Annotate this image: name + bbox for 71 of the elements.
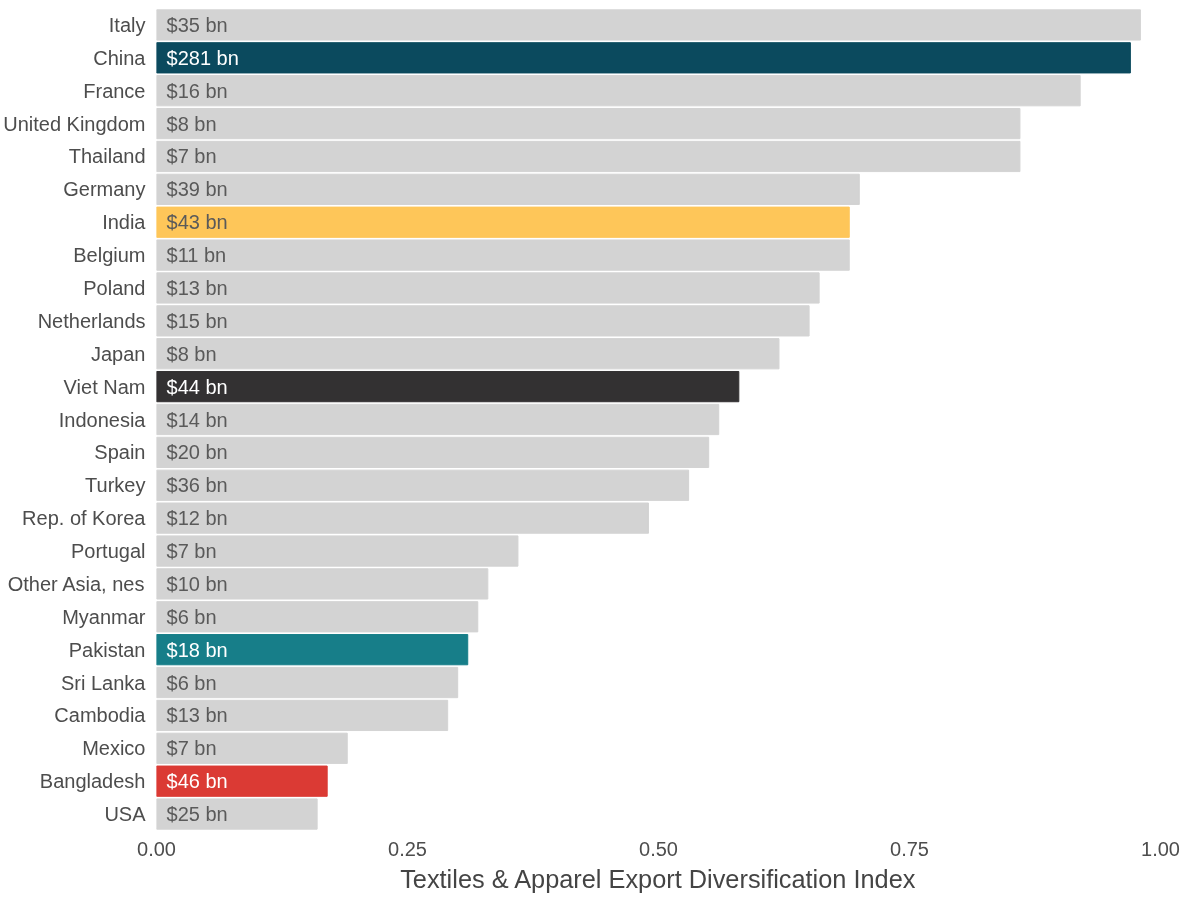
- annotation: $14 bn: [166, 408, 228, 431]
- bar: [156, 371, 740, 403]
- y-tick-label: Bangladesh: [39, 770, 146, 793]
- x-tick-label: 0.75: [890, 837, 929, 860]
- annotation: $18 bn: [166, 638, 228, 661]
- annotation: $25 bn: [166, 803, 228, 826]
- y-tick-label: Germany: [63, 178, 146, 201]
- annotation: $8 bn: [166, 112, 217, 135]
- annotation: $16 bn: [166, 79, 228, 102]
- x-tick-label: 0.00: [137, 837, 176, 860]
- bar: [156, 765, 328, 797]
- bar: [156, 403, 720, 436]
- x-axis-title: Textiles & Apparel Export Diversification Index: [400, 864, 916, 893]
- y-tick-label: Rep. of Korea: [22, 507, 147, 530]
- y-tick-label: France: [83, 79, 146, 102]
- y-tick-label: Portugal: [71, 540, 146, 563]
- y-tick-label: Poland: [83, 276, 146, 299]
- y-tick-label: China: [93, 46, 147, 69]
- annotation: $7 bn: [166, 540, 217, 563]
- y-tick-label: Japan: [91, 342, 146, 365]
- y-tick-label: Viet Nam: [63, 375, 146, 398]
- y-tick-label: Cambodia: [54, 704, 147, 727]
- bar: [156, 107, 1021, 140]
- y-tick-label: Netherlands: [37, 309, 146, 332]
- annotation: $11 bn: [166, 244, 227, 267]
- annotation: $281 bn: [166, 46, 239, 69]
- x-tick-label: 1.00: [1141, 837, 1180, 860]
- y-tick-label: Myanmar: [62, 605, 146, 628]
- annotation: $44 bn: [166, 375, 228, 398]
- annotation: $6 bn: [166, 671, 217, 694]
- y-tick-label: USA: [104, 803, 147, 826]
- annotation: $43 bn: [166, 211, 228, 234]
- y-tick-label: Turkey: [85, 474, 146, 497]
- y-tick-label: Indonesia: [58, 408, 147, 431]
- annotation: $36 bn: [166, 474, 228, 497]
- y-tick-label: Pakistan: [68, 638, 146, 661]
- y-tick-label: United Kingdom: [3, 112, 146, 135]
- annotation: $7 bn: [166, 145, 217, 168]
- bar: [156, 140, 1021, 173]
- annotation: $15 bn: [166, 309, 228, 332]
- bar: [156, 42, 1131, 74]
- annotation: $20 bn: [166, 441, 228, 464]
- y-tick-label: Other Asia, nes: [7, 572, 145, 595]
- annotation: $13 bn: [166, 276, 228, 299]
- annotation: $35 bn: [166, 13, 228, 36]
- bar: [156, 798, 318, 830]
- annotation: $6 bn: [166, 605, 217, 628]
- bar: [156, 173, 860, 205]
- bar: [156, 634, 469, 666]
- x-tick-label: 0.50: [639, 837, 678, 860]
- annotation: $12 bn: [166, 507, 228, 530]
- bar: [156, 699, 449, 732]
- y-tick-label: Thailand: [68, 145, 146, 168]
- annotation: $39 bn: [166, 178, 228, 201]
- annotation: $7 bn: [166, 737, 217, 760]
- y-tick-label: Mexico: [82, 737, 146, 760]
- bar: [156, 666, 459, 699]
- annotation: $10 bn: [166, 572, 228, 595]
- annotation: $13 bn: [166, 704, 228, 727]
- y-tick-label: Sri Lanka: [61, 671, 147, 694]
- bar: [156, 9, 1141, 41]
- x-tick-label: 0.25: [388, 837, 427, 860]
- bar: [156, 75, 1081, 107]
- bar: [156, 732, 348, 764]
- y-tick-label: Belgium: [73, 244, 146, 267]
- bar: [156, 206, 850, 238]
- y-tick-label: India: [102, 211, 147, 234]
- y-tick-label: Spain: [94, 441, 146, 464]
- y-tick-label: Italy: [108, 13, 146, 36]
- annotation: $46 bn: [166, 770, 228, 793]
- annotation: $8 bn: [166, 342, 217, 365]
